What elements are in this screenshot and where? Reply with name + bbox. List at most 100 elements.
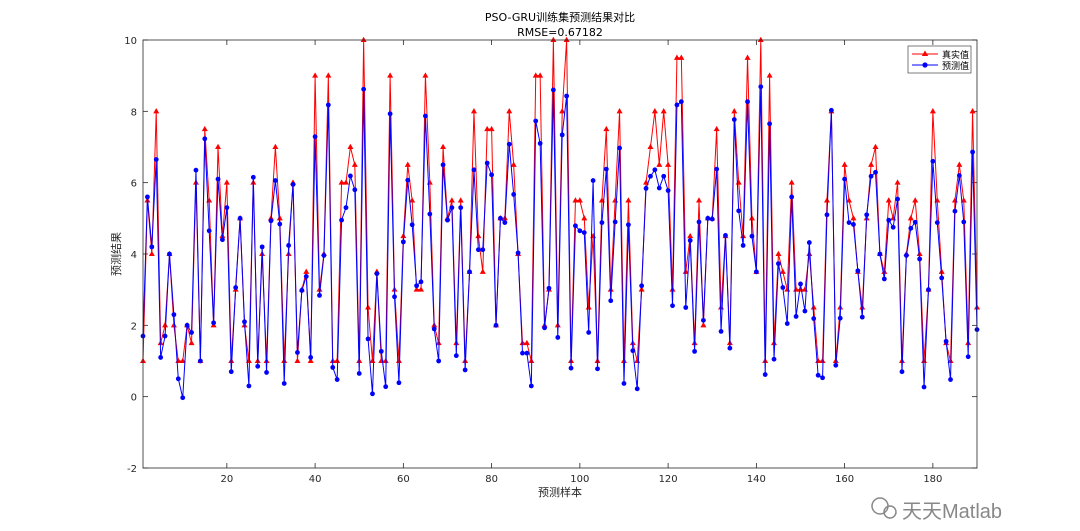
data-point-circle	[268, 218, 274, 224]
data-point-triangle	[479, 268, 486, 274]
data-point-circle	[824, 212, 830, 218]
data-point-circle	[590, 178, 596, 183]
legend-box	[907, 45, 972, 74]
data-point-circle	[581, 230, 587, 236]
data-point-circle	[145, 194, 150, 200]
data-point-triangle	[687, 232, 694, 239]
data-point-circle	[970, 149, 975, 155]
data-point-triangle	[894, 179, 901, 185]
data-point-circle	[533, 118, 539, 124]
data-point-circle	[798, 281, 803, 287]
data-point-triangle	[448, 197, 455, 203]
data-point-triangle	[810, 304, 817, 310]
data-point-circle	[762, 372, 768, 377]
data-point-circle	[312, 134, 318, 140]
data-point-circle	[272, 178, 278, 183]
data-point-circle	[692, 348, 697, 354]
data-point-circle	[158, 355, 164, 360]
y-tick-label: 8	[131, 107, 137, 118]
data-point-triangle	[215, 143, 222, 149]
data-point-triangle	[223, 179, 230, 185]
watermark: 天天Matlab	[871, 497, 1002, 523]
data-point-circle	[189, 330, 194, 335]
data-point-triangle	[766, 72, 773, 78]
data-point-circle	[343, 205, 349, 211]
data-point-circle	[842, 176, 848, 182]
legend-label-true: 真实值	[942, 49, 969, 61]
data-point-triangle	[612, 197, 619, 203]
data-point-circle	[167, 251, 172, 257]
y-tick-label: 2	[131, 321, 137, 332]
data-point-circle	[347, 173, 353, 179]
data-point-triangle	[947, 357, 954, 363]
data-point-triangle	[673, 54, 680, 60]
data-point-circle	[440, 162, 446, 168]
data-point-circle	[462, 367, 468, 373]
data-point-circle	[528, 383, 534, 389]
data-point-circle	[625, 222, 631, 228]
data-point-circle	[321, 253, 327, 258]
data-point-triangle	[351, 161, 358, 167]
legend-label-pred: 预测值	[942, 60, 969, 72]
data-point-triangle	[956, 161, 963, 167]
x-tick-label: 160	[835, 474, 854, 485]
data-point-triangle	[307, 357, 314, 363]
data-point-circle	[224, 205, 230, 211]
data-point-triangle	[576, 197, 583, 203]
data-point-triangle	[523, 339, 530, 346]
data-point-triangle	[938, 268, 945, 274]
data-point-circle	[573, 223, 578, 229]
data-point-triangle	[440, 143, 447, 149]
data-point-circle	[908, 225, 914, 231]
data-point-triangle	[921, 357, 928, 363]
data-point-circle	[308, 355, 314, 360]
data-point-circle	[400, 239, 406, 245]
data-point-circle	[793, 314, 799, 319]
data-point-circle	[365, 336, 371, 342]
x-tick-label: 140	[747, 474, 766, 485]
data-point-circle	[502, 220, 508, 226]
data-point-circle	[758, 84, 764, 90]
data-point-circle	[356, 371, 362, 376]
data-point-triangle	[426, 179, 433, 185]
data-point-circle	[855, 268, 861, 274]
data-point-circle	[833, 362, 839, 368]
data-point-triangle	[334, 357, 341, 363]
data-point-circle	[886, 217, 892, 223]
data-point-circle	[559, 132, 565, 138]
data-point-circle	[723, 233, 728, 238]
data-point-circle	[175, 376, 181, 382]
data-point-circle	[731, 117, 737, 122]
data-point-circle	[890, 224, 896, 230]
data-point-circle	[895, 196, 900, 202]
data-point-circle	[665, 188, 671, 193]
data-point-circle	[599, 220, 605, 226]
data-point-triangle	[294, 357, 301, 363]
data-point-circle	[303, 274, 309, 279]
data-point-circle	[211, 320, 217, 326]
wechat-icon-bubble	[883, 505, 897, 519]
data-point-triangle	[179, 357, 186, 363]
data-point-circle	[511, 192, 517, 197]
data-point-circle	[881, 276, 887, 282]
data-point-circle	[361, 86, 367, 92]
data-point-triangle	[506, 108, 513, 114]
data-point-triangle	[360, 36, 367, 42]
data-point-circle	[184, 322, 190, 328]
data-point-circle	[202, 136, 208, 142]
data-point-circle	[806, 240, 812, 245]
data-point-triangle	[823, 197, 830, 203]
legend-marker-circle	[922, 62, 928, 68]
data-point-circle	[537, 141, 543, 146]
data-point-circle	[630, 348, 636, 354]
data-point-triangle	[912, 197, 919, 203]
data-point-circle	[608, 298, 614, 304]
data-point-circle	[912, 219, 918, 225]
wechat-icon	[871, 497, 889, 515]
data-point-triangle	[572, 197, 579, 203]
data-point-triangle	[735, 179, 742, 185]
data-point-circle	[789, 194, 795, 200]
data-point-circle	[555, 335, 561, 340]
data-point-circle	[656, 185, 662, 191]
